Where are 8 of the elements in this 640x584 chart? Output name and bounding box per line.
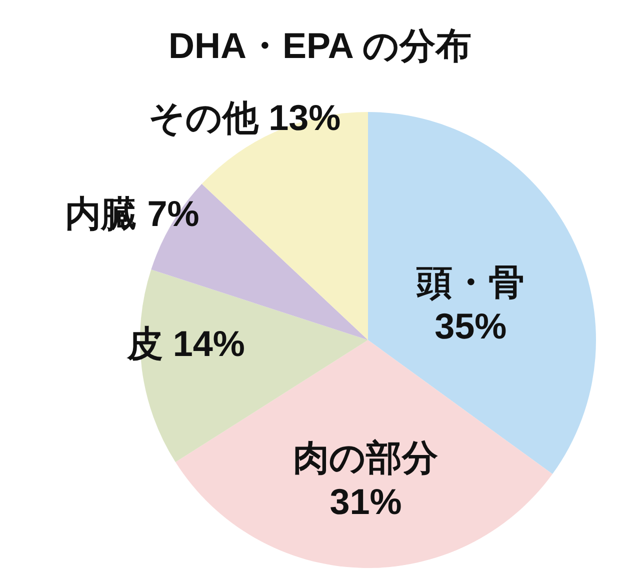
slice-label: その他 13% <box>148 97 341 138</box>
data-label: 35% <box>434 305 507 346</box>
slice-label: 皮 14% <box>126 322 245 364</box>
slice-label: 内臓 7% <box>65 193 200 234</box>
slice-label: 肉の部分 <box>293 436 438 478</box>
slice-label: 頭・骨 <box>416 261 525 302</box>
chart-title: DHA・EPA の分布 <box>168 25 472 66</box>
data-label: 31% <box>330 480 402 522</box>
